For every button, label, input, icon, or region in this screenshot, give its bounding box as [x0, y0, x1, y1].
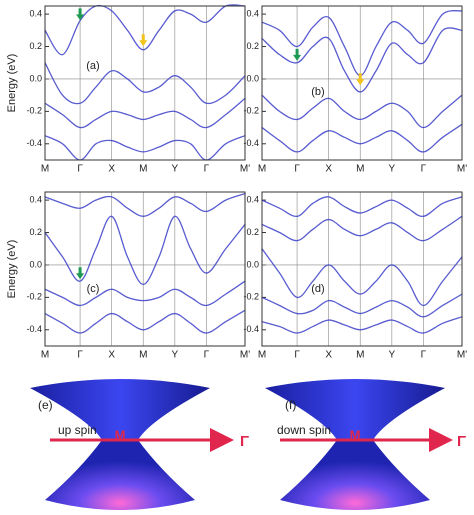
- y-axis-label: Energy (eV): [6, 54, 18, 113]
- x-tick-label: M': [240, 164, 250, 175]
- band: [261, 123, 463, 153]
- band-panel: M Γ X M Y Γ M' -0.4 -0.2 0.0 0.2 0.4 (d): [243, 191, 467, 361]
- band: [261, 10, 463, 77]
- panel-label: (e): [38, 398, 53, 412]
- band: [261, 196, 463, 217]
- y-tick-label: -0.4: [26, 138, 42, 148]
- x-tick-label: Γ: [294, 164, 300, 175]
- band-panel: M Γ X M Y Γ M' -0.4 -0.2 0.0 0.2 0.4 (c) Energy (eV): [6, 191, 250, 361]
- band-panel: M Γ X M Y Γ M' -0.4 -0.2 0.0 0.2 0.4 (b): [243, 5, 467, 175]
- x-tick-label: Y: [388, 350, 395, 361]
- x-tick-label: Y: [171, 164, 178, 175]
- x-tick-label: M': [457, 350, 467, 361]
- band: [44, 215, 246, 286]
- arrow-marker: [293, 48, 302, 61]
- y-tick-label: -0.2: [26, 106, 42, 116]
- panel-label: (f): [285, 398, 296, 412]
- panel-label: (a): [86, 60, 99, 72]
- y-tick-label: -0.4: [243, 138, 259, 148]
- x-tick-label: M: [258, 350, 266, 361]
- plot-frame: [44, 191, 246, 347]
- band: [44, 309, 246, 334]
- y-tick-label: 0.2: [29, 227, 42, 237]
- x-tick-label: X: [108, 164, 115, 175]
- y-tick-label: -0.2: [26, 292, 42, 302]
- band: [44, 135, 246, 161]
- y-tick-label: 0.2: [246, 41, 259, 51]
- cone-bottom: [45, 440, 195, 510]
- band: [261, 215, 463, 242]
- panel-label: (b): [311, 86, 324, 98]
- spin-label: up spin: [58, 423, 97, 437]
- y-tick-label: 0.0: [246, 259, 259, 269]
- band: [44, 192, 246, 217]
- panel-label: (c): [87, 283, 100, 295]
- band-panel: M Γ X M Y Γ M' -0.4 -0.2 0.0 0.2 0.4 (a) Energy (eV): [6, 4, 250, 175]
- band: [44, 280, 246, 307]
- x-tick-label: Γ: [421, 164, 427, 175]
- panel-label: (d): [311, 283, 324, 295]
- x-tick-label: M': [457, 164, 467, 175]
- band: [261, 27, 463, 93]
- x-tick-label: Γ: [204, 164, 210, 175]
- x-tick-label: X: [325, 350, 332, 361]
- x-tick-label: Γ: [294, 350, 300, 361]
- y-tick-label: 0.2: [29, 41, 42, 51]
- x-tick-label: Γ: [421, 350, 427, 361]
- y-tick-label: 0.2: [246, 227, 259, 237]
- y-tick-label: 0.4: [29, 8, 42, 18]
- y-tick-label: 0.4: [246, 8, 259, 18]
- arrow-marker: [76, 8, 85, 21]
- x-tick-label: M: [41, 164, 49, 175]
- point-label: Γ: [240, 433, 249, 450]
- y-tick-label: -0.2: [243, 292, 259, 302]
- x-tick-label: Y: [388, 164, 395, 175]
- plot-frame: [44, 5, 246, 161]
- band: [44, 97, 246, 129]
- cone-panel-e: (e) up spin M Γ: [30, 379, 249, 510]
- plot-frame: [261, 191, 463, 347]
- spin-label: down spin: [277, 423, 331, 437]
- y-tick-label: 0.0: [246, 73, 259, 83]
- arrow-marker: [356, 73, 365, 86]
- y-tick-label: -0.2: [243, 106, 259, 116]
- x-tick-label: Γ: [204, 350, 210, 361]
- plot-frame: [261, 5, 463, 161]
- band: [261, 316, 463, 334]
- x-tick-label: X: [325, 164, 332, 175]
- band: [261, 293, 463, 318]
- y-tick-label: 0.4: [29, 194, 42, 204]
- x-tick-label: Γ: [77, 164, 83, 175]
- arrow-marker: [139, 34, 148, 47]
- x-tick-label: M: [356, 350, 364, 361]
- x-tick-label: M: [139, 350, 147, 361]
- band: [44, 62, 246, 105]
- x-tick-label: Γ: [77, 350, 83, 361]
- x-tick-label: Y: [171, 350, 178, 361]
- arrow-marker: [76, 267, 85, 280]
- y-tick-label: -0.4: [243, 324, 259, 334]
- x-tick-label: M: [258, 164, 266, 175]
- x-tick-label: M: [41, 350, 49, 361]
- band: [261, 94, 463, 129]
- point-label: Γ: [457, 433, 466, 450]
- y-tick-label: 0.4: [246, 194, 259, 204]
- point-label: M: [350, 427, 361, 442]
- cone-bottom: [280, 440, 430, 510]
- band: [44, 4, 246, 56]
- x-tick-label: X: [108, 350, 115, 361]
- cone-top: [30, 379, 210, 440]
- cone-top: [265, 379, 445, 440]
- point-label: M: [115, 427, 126, 442]
- y-axis-label: Energy (eV): [6, 240, 18, 299]
- x-tick-label: M': [240, 350, 250, 361]
- y-tick-label: 0.0: [29, 259, 42, 269]
- x-tick-label: M: [139, 164, 147, 175]
- y-tick-label: 0.0: [29, 73, 42, 83]
- band: [261, 248, 463, 307]
- x-tick-label: M: [356, 164, 364, 175]
- y-tick-label: -0.4: [26, 324, 42, 334]
- cone-panel-f: (f) down spin M Γ: [265, 379, 466, 510]
